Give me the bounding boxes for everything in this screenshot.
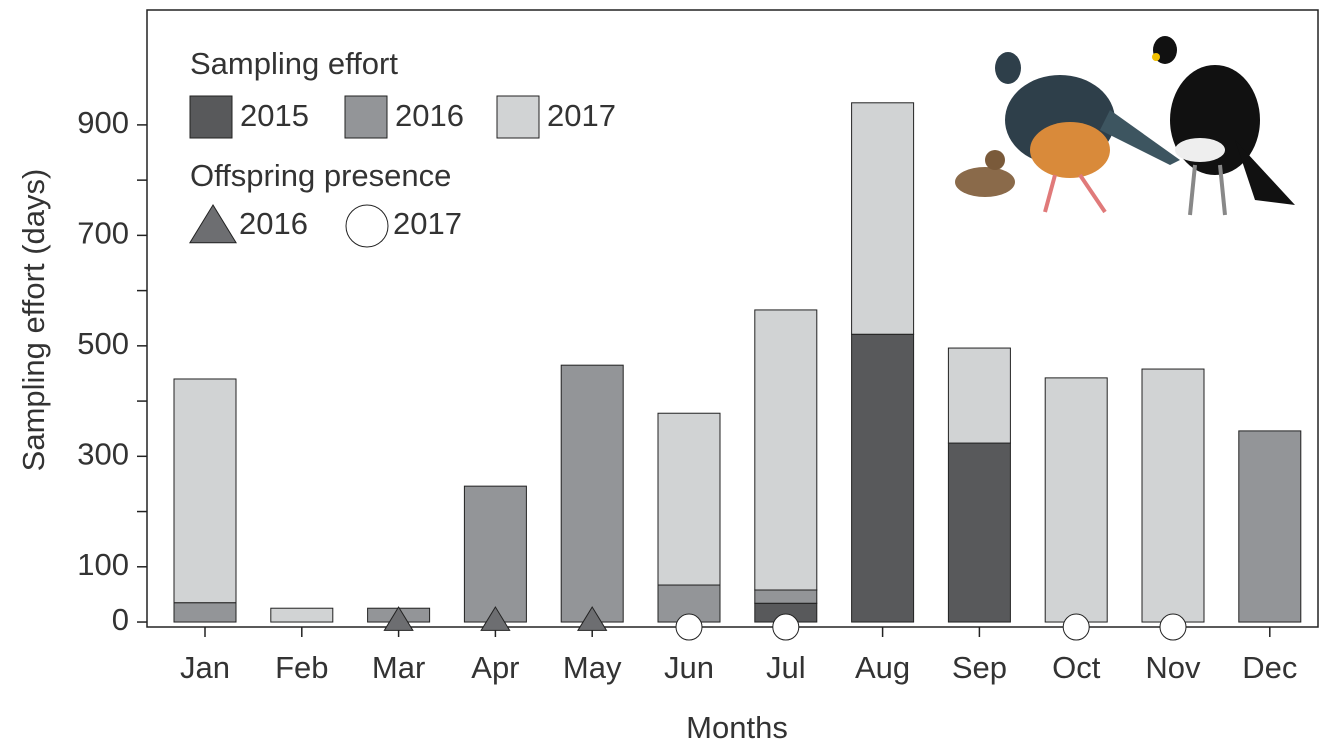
circle-marker — [772, 613, 800, 641]
triangle-marker — [383, 606, 414, 631]
legend-swatch — [496, 95, 540, 139]
x-tick-label: May — [563, 650, 622, 685]
x-tick-label: Nov — [1145, 650, 1201, 685]
x-tick-label: Dec — [1242, 650, 1297, 685]
bar-segment — [754, 589, 818, 604]
legend-title: Sampling effort — [190, 46, 398, 81]
bar-segment — [1044, 377, 1108, 623]
y-axis-label: Sampling effort (days) — [16, 169, 51, 472]
x-tick-label: Apr — [471, 650, 519, 685]
x-tick-label: Feb — [275, 650, 328, 685]
bar-segment — [173, 378, 237, 604]
bar-segment — [947, 442, 1011, 623]
x-tick-label: Jan — [180, 650, 230, 685]
bar-segment — [754, 309, 818, 591]
x-tick-label: Jul — [766, 650, 806, 685]
y-tick-label: 100 — [77, 547, 129, 582]
x-tick-label: Aug — [855, 650, 910, 685]
bar-segment — [463, 485, 527, 623]
y-tick-label: 900 — [77, 105, 129, 140]
x-tick-label: Jun — [664, 650, 714, 685]
circle-marker — [1159, 613, 1187, 641]
triangle-marker — [480, 606, 511, 631]
circle-marker — [345, 204, 389, 248]
bar-segment — [657, 412, 721, 586]
plot-frame — [146, 9, 1319, 628]
triangle-marker — [577, 606, 608, 631]
legend-label: 2017 — [393, 206, 462, 241]
bird-illustration — [955, 36, 1295, 216]
x-tick-label: Oct — [1052, 650, 1101, 685]
x-tick-label: Sep — [952, 650, 1007, 685]
y-tick-label: 300 — [77, 437, 129, 472]
legend-label: 2016 — [395, 98, 464, 133]
legend-swatch — [189, 95, 233, 139]
x-tick-label: Mar — [372, 650, 425, 685]
legend-label: 2015 — [240, 98, 309, 133]
circle-marker — [675, 613, 703, 641]
bar-segment — [173, 602, 237, 623]
bar-segment — [851, 102, 915, 335]
y-tick-label: 0 — [112, 602, 129, 637]
legend-label: 2016 — [239, 206, 308, 241]
y-tick-label: 700 — [77, 216, 129, 251]
bar-segment — [947, 347, 1011, 444]
bar-segment — [851, 333, 915, 623]
circle-marker — [1062, 613, 1090, 641]
x-axis-label: Months — [686, 710, 788, 745]
y-tick-label: 500 — [77, 326, 129, 361]
triangle-marker — [189, 204, 237, 244]
bar-segment — [1141, 368, 1205, 623]
markers-title: Offspring presence — [190, 158, 451, 193]
legend-label: 2017 — [547, 98, 616, 133]
bar-segment — [1238, 430, 1302, 623]
legend-swatch — [344, 95, 388, 139]
bar-segment — [560, 364, 624, 623]
bar-segment — [270, 607, 334, 623]
